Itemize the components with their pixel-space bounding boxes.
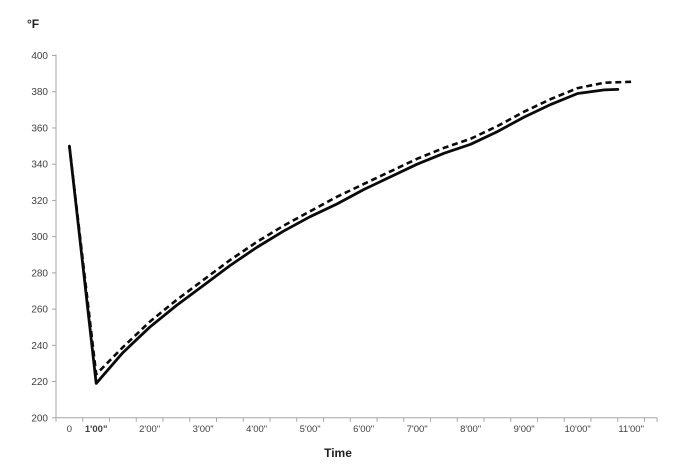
y-tick-label: 320 xyxy=(31,196,48,207)
x-tick-label: 1'00" xyxy=(85,424,108,435)
x-tick-label: 3'00" xyxy=(193,424,214,435)
y-axis-title: °F xyxy=(27,17,40,31)
y-tick-label: 300 xyxy=(31,232,48,243)
y-tick-label: 240 xyxy=(31,341,48,352)
y-tick-label: 400 xyxy=(31,51,48,62)
x-tick-label: 10'00" xyxy=(564,424,590,435)
series-line-solid xyxy=(68,88,620,385)
x-tick-label: 5'00" xyxy=(300,424,321,435)
x-tick-label: 8'00" xyxy=(460,424,481,435)
x-tick-label: 7'00" xyxy=(407,424,428,435)
x-tick-label: 9'00" xyxy=(514,424,535,435)
x-tick-label: 2'00" xyxy=(139,424,160,435)
series-line-dashed xyxy=(68,80,632,376)
y-tick-label: 260 xyxy=(31,305,48,316)
x-tick-label: 0 xyxy=(67,424,72,435)
x-tick-label: 6'00" xyxy=(353,424,374,435)
y-tick-label: 220 xyxy=(31,377,48,388)
y-tick-label: 200 xyxy=(31,413,48,424)
x-axis-title: Time xyxy=(324,446,352,460)
y-tick-label: 340 xyxy=(31,160,48,171)
y-tick-label: 380 xyxy=(31,87,48,98)
y-tick-label: 280 xyxy=(31,268,48,279)
y-tick-label: 360 xyxy=(31,123,48,134)
x-tick-label: 4'00" xyxy=(246,424,267,435)
x-tick-label: 11'00" xyxy=(618,424,644,435)
